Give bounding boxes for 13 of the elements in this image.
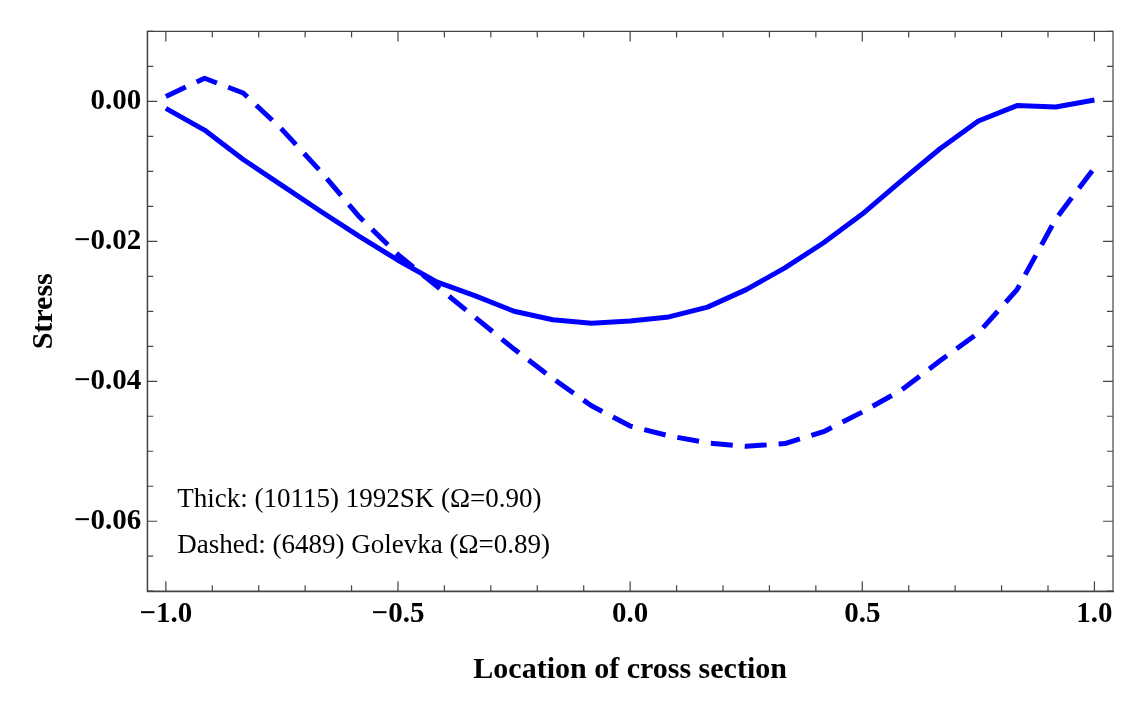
x-tick-label: −1.0 bbox=[139, 596, 193, 629]
x-axis-title: Location of cross section bbox=[473, 650, 788, 684]
y-tick-label: 0.00 bbox=[90, 82, 142, 115]
x-tick-label: 0.5 bbox=[844, 596, 881, 629]
annotation: Thick: (10115) 1992SK (Ω=0.90) bbox=[177, 483, 542, 514]
x-tick-label: 1.0 bbox=[1076, 596, 1113, 629]
y-tick-label: −0.04 bbox=[73, 362, 142, 395]
x-tick-label: 0.0 bbox=[612, 596, 649, 629]
y-tick-label: −0.02 bbox=[73, 222, 142, 255]
y-tick-label: −0.06 bbox=[73, 502, 142, 535]
x-tick-label: −0.5 bbox=[371, 596, 425, 629]
annotation: Dashed: (6489) Golevka (Ω=0.89) bbox=[177, 529, 550, 560]
y-axis-title: Stress bbox=[24, 273, 58, 350]
